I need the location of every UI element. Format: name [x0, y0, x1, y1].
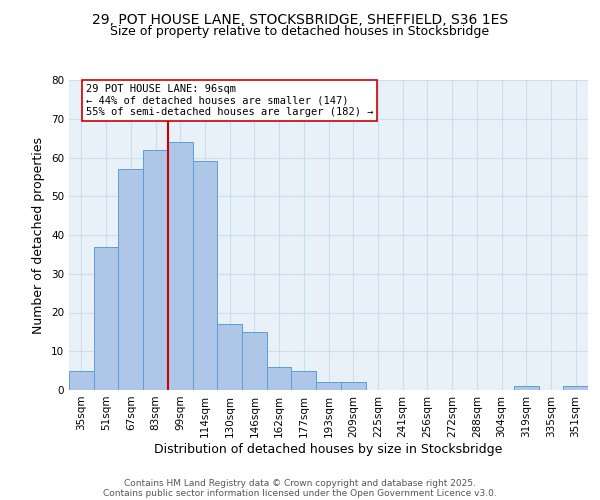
- Bar: [118, 169, 143, 390]
- Y-axis label: Number of detached properties: Number of detached properties: [32, 136, 46, 334]
- Text: Contains HM Land Registry data © Crown copyright and database right 2025.: Contains HM Land Registry data © Crown c…: [124, 478, 476, 488]
- Bar: [143, 150, 168, 390]
- Text: Contains public sector information licensed under the Open Government Licence v3: Contains public sector information licen…: [103, 488, 497, 498]
- Bar: [193, 162, 217, 390]
- Bar: [292, 370, 316, 390]
- X-axis label: Distribution of detached houses by size in Stocksbridge: Distribution of detached houses by size …: [154, 442, 503, 456]
- Bar: [242, 332, 267, 390]
- Bar: [563, 386, 588, 390]
- Bar: [217, 324, 242, 390]
- Bar: [69, 370, 94, 390]
- Bar: [168, 142, 193, 390]
- Text: 29 POT HOUSE LANE: 96sqm
← 44% of detached houses are smaller (147)
55% of semi-: 29 POT HOUSE LANE: 96sqm ← 44% of detach…: [86, 84, 373, 117]
- Bar: [341, 382, 365, 390]
- Bar: [514, 386, 539, 390]
- Bar: [94, 246, 118, 390]
- Text: Size of property relative to detached houses in Stocksbridge: Size of property relative to detached ho…: [110, 25, 490, 38]
- Bar: [316, 382, 341, 390]
- Bar: [267, 367, 292, 390]
- Text: 29, POT HOUSE LANE, STOCKSBRIDGE, SHEFFIELD, S36 1ES: 29, POT HOUSE LANE, STOCKSBRIDGE, SHEFFI…: [92, 12, 508, 26]
